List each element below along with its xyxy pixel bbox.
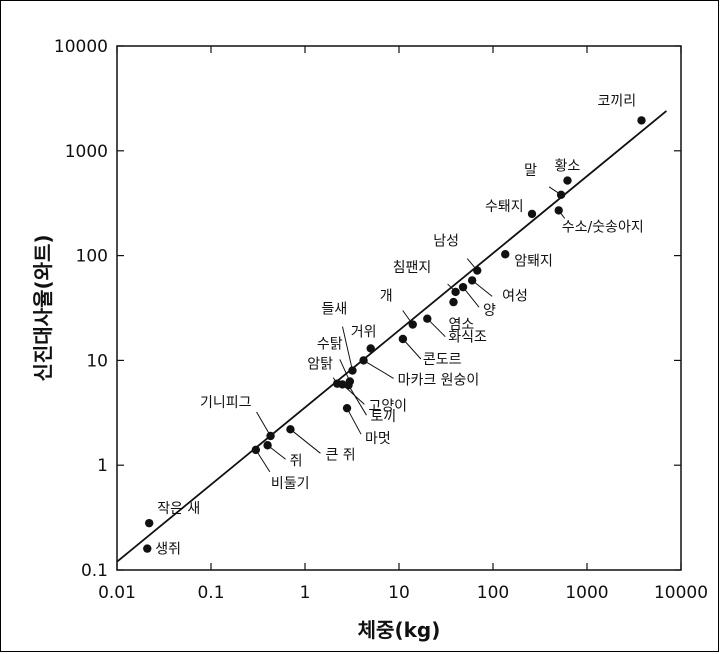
point-label: 콘도르: [423, 352, 462, 368]
point-label: 침팬지: [393, 260, 432, 276]
x-tick-label: 100: [477, 583, 509, 603]
leader-line: [402, 338, 422, 360]
point-label: 작은 새: [157, 501, 200, 517]
point-label: 개: [380, 289, 393, 305]
point-label: 수퇘지: [485, 199, 524, 215]
data-point: [501, 250, 510, 259]
point-label: 양: [483, 303, 496, 319]
x-tick-label: 0.01: [98, 583, 136, 603]
leader-line: [402, 310, 414, 325]
leader-line: [267, 444, 286, 460]
point-label: 쥐: [290, 453, 303, 469]
point-label: 염소: [448, 317, 474, 333]
leader-line: [341, 326, 353, 371]
data-point: [359, 356, 368, 365]
point-label: 거위: [351, 324, 377, 340]
leader-line: [426, 318, 446, 338]
x-axis-label: 체중(kg): [358, 618, 441, 642]
data-point: [143, 544, 152, 553]
point-label: 여성: [502, 288, 528, 304]
x-tick-label: 1: [300, 583, 311, 603]
leader-line: [466, 258, 478, 271]
leader-line: [447, 283, 456, 293]
point-label: 고양이: [368, 398, 407, 414]
point-label: 황소: [554, 159, 580, 175]
point-label: 비둘기: [271, 476, 310, 492]
leader-line: [256, 411, 271, 437]
x-tick-label: 10: [388, 583, 410, 603]
point-label: 남성: [433, 234, 459, 250]
fit-line-group: [116, 110, 668, 563]
y-tick-label: 1000: [65, 142, 108, 162]
data-point: [527, 209, 537, 219]
data-point: [637, 116, 646, 125]
point-label: 코끼리: [597, 93, 636, 109]
leader-line: [462, 286, 480, 308]
point-label: 암퇘지: [514, 253, 553, 269]
point-label: 마멋: [365, 431, 391, 447]
y-tick-label: 0.1: [81, 561, 108, 581]
point-label: 들새: [321, 302, 347, 318]
leader-line: [255, 449, 271, 473]
point-label: 토끼: [370, 409, 396, 425]
leader-line: [363, 359, 394, 379]
x-tick-label: 10000: [654, 583, 708, 603]
leader-line: [339, 359, 351, 382]
fit-line: [116, 110, 668, 563]
data-point: [342, 403, 352, 413]
leader-line: [332, 377, 338, 384]
point-label: 암탉: [307, 357, 333, 373]
data-point: [251, 445, 261, 455]
y-tick-label: 10000: [54, 37, 108, 57]
x-tick-label: 1000: [565, 583, 608, 603]
y-tick-label: 10: [86, 351, 108, 371]
leader-line: [471, 280, 493, 297]
point-label: 말: [524, 163, 537, 179]
data-point: [563, 176, 572, 185]
leader-line: [548, 186, 562, 196]
leader-line: [342, 384, 365, 405]
leader-line: [290, 428, 321, 454]
leader-line: [558, 210, 566, 219]
point-label: 마카크 원숭이: [398, 372, 480, 388]
point-label: 수소/숫송아지: [562, 219, 644, 235]
leader-line: [346, 407, 362, 435]
x-tick-label: 0.1: [197, 583, 224, 603]
y-axis-label: 신진대사율(와트): [31, 234, 55, 381]
leader-line: [348, 384, 367, 416]
point-label: 화식조: [448, 330, 487, 346]
point-label: 생쥐: [155, 542, 181, 558]
point-label: 기니피그: [200, 395, 252, 411]
y-tick-label: 100: [76, 247, 108, 267]
data-point: [449, 297, 458, 307]
point-label: 큰 쥐: [325, 447, 355, 463]
point-label: 수탉: [317, 336, 343, 352]
data-point: [144, 518, 154, 528]
data-point: [366, 344, 375, 353]
y-tick-label: 1: [97, 456, 108, 476]
